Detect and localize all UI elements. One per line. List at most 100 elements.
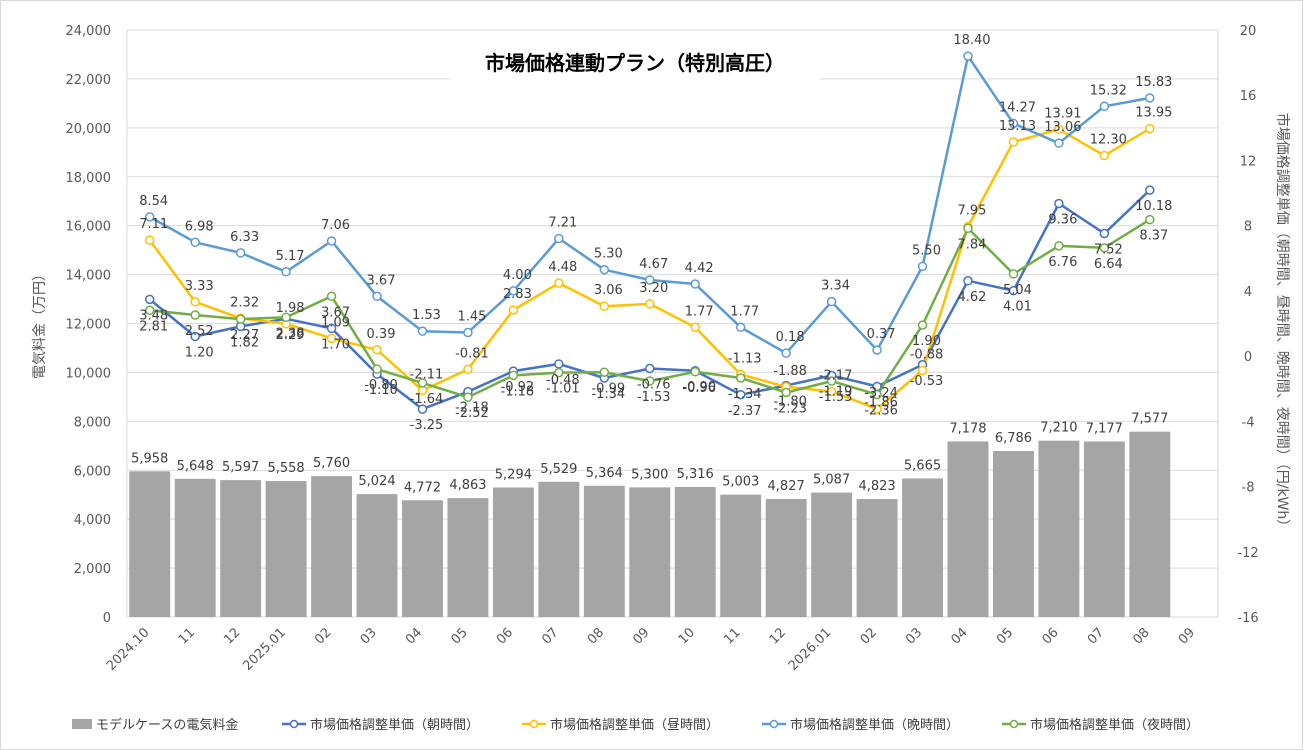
point-value-label-evening: 18.40 <box>953 33 990 48</box>
point-value-label-evening: 7.21 <box>548 216 577 231</box>
bar <box>992 451 1034 617</box>
y2-tick-label: 12 <box>1240 154 1257 169</box>
bar-value-label: 5,087 <box>813 473 850 488</box>
series-point-evening <box>1054 138 1064 148</box>
bar-value-label: 5,529 <box>540 462 577 477</box>
bar <box>129 471 171 617</box>
y2-tick-label: -8 <box>1242 481 1255 496</box>
bar-value-label: 5,316 <box>677 467 714 482</box>
point-value-label-day: 1.77 <box>685 304 714 319</box>
bar-value-label: 7,210 <box>1040 421 1077 436</box>
point-value-label-night: -1.34 <box>728 387 762 402</box>
point-value-label-night: 8.37 <box>1139 229 1168 244</box>
series-point-night <box>872 389 882 400</box>
series-point-morning <box>554 359 564 369</box>
point-value-label-night: -2.23 <box>773 401 807 416</box>
point-value-label-evening: 1.45 <box>457 309 486 324</box>
point-value-label-evening: 0.37 <box>867 327 896 342</box>
point-value-label-day: 4.48 <box>548 260 577 275</box>
y2-tick-label: -4 <box>1242 415 1255 430</box>
series-point-morning <box>1008 285 1019 296</box>
point-value-label-night: 3.67 <box>321 305 350 320</box>
point-value-label-morning: -2.18 <box>455 401 489 416</box>
series-point-night <box>1099 243 1110 253</box>
point-value-label-night: -1.64 <box>410 392 444 407</box>
y-axis-title: 電気料金（万円） <box>32 267 48 379</box>
y-tick-label: 16,000 <box>66 220 112 235</box>
point-value-label-evening: 6.33 <box>230 230 259 245</box>
series-point-morning <box>1099 228 1110 239</box>
y2-tick-label: 16 <box>1240 89 1257 104</box>
point-value-label-day: 7.95 <box>958 203 987 218</box>
series-point-morning <box>326 323 337 334</box>
bar <box>220 480 262 617</box>
point-value-label-day: 13.13 <box>999 119 1036 134</box>
point-value-label-day: 1.09 <box>321 315 350 330</box>
point-value-label-evening: 4.00 <box>503 268 532 283</box>
point-value-label-morning: 1.70 <box>321 337 350 352</box>
point-value-label-day: 0.39 <box>367 327 396 342</box>
series-point-evening <box>144 212 155 222</box>
point-value-label-morning: -2.37 <box>728 404 762 419</box>
point-value-label-day: -2.17 <box>819 368 853 383</box>
legend-label-morning: 市場価格調整単価（朝時間） <box>310 717 479 733</box>
bar-value-label: 7,177 <box>1086 421 1123 436</box>
series-point-evening <box>326 236 337 246</box>
point-value-label-evening: 0.18 <box>776 330 805 345</box>
series-point-evening <box>599 264 610 275</box>
bar-series <box>129 431 1171 617</box>
y-tick-label: 18,000 <box>66 171 112 186</box>
series-point-night <box>917 320 928 330</box>
series-point-night <box>417 378 428 388</box>
series-point-night <box>144 305 155 316</box>
bar-data-labels: 5,958 5,648 5,597 5,558 5,760 5,024 4,772 4,863… <box>131 412 1168 496</box>
point-value-label-morning: -1.10 <box>364 383 398 398</box>
bar <box>1083 441 1125 617</box>
point-value-label-night: -0.96 <box>682 381 716 396</box>
bar-value-label: 5,300 <box>631 467 668 482</box>
series-point-night <box>645 376 655 386</box>
y-tick-label: 22,000 <box>66 73 112 88</box>
series-point-night <box>781 387 791 398</box>
legend-marker-day <box>529 719 539 729</box>
series-point-day <box>463 364 473 375</box>
series-point-night <box>463 392 473 402</box>
series-point-evening <box>554 233 564 244</box>
point-value-label-night: 5.04 <box>1003 283 1032 298</box>
point-value-label-evening: 5.50 <box>912 243 941 258</box>
point-value-label-evening: 14.27 <box>999 100 1036 115</box>
point-value-label-day: -1.13 <box>728 352 762 367</box>
point-value-label-evening: 4.42 <box>685 261 714 276</box>
series-point-evening <box>190 237 200 248</box>
bar-value-label: 5,294 <box>495 468 532 483</box>
series-point-evening <box>463 327 473 338</box>
series-point-night <box>1008 269 1019 279</box>
series-point-night <box>963 223 973 234</box>
chart-title: 市場価格連動プラン（特別高圧） <box>485 51 785 75</box>
point-value-label-evening: 5.30 <box>594 247 623 262</box>
series-point-day <box>917 365 928 376</box>
point-value-label-evening: 15.32 <box>1090 83 1127 98</box>
bar-value-label: 5,958 <box>131 451 168 466</box>
point-value-label-evening: 8.54 <box>139 194 168 209</box>
series-point-day <box>872 404 882 414</box>
point-value-label-evening: 1.53 <box>412 308 441 323</box>
series-point-evening <box>417 326 428 336</box>
bar <box>1038 440 1080 617</box>
bar-value-label: 4,863 <box>449 478 486 493</box>
bar <box>720 494 762 617</box>
series-point-night <box>281 312 291 323</box>
point-value-label-evening: 7.06 <box>321 218 350 233</box>
point-value-label-night: 2.52 <box>185 324 214 339</box>
y-tick-label: 8,000 <box>74 415 111 430</box>
series-point-evening <box>690 279 700 289</box>
series-point-morning <box>190 331 200 342</box>
gridlines <box>127 29 1218 618</box>
series-point-evening <box>735 322 746 333</box>
series-point-evening <box>872 345 882 355</box>
y2-tick-label: 20 <box>1240 24 1257 39</box>
point-value-label-night: -1.18 <box>501 384 535 399</box>
point-value-label-morning: -0.92 <box>501 380 535 395</box>
